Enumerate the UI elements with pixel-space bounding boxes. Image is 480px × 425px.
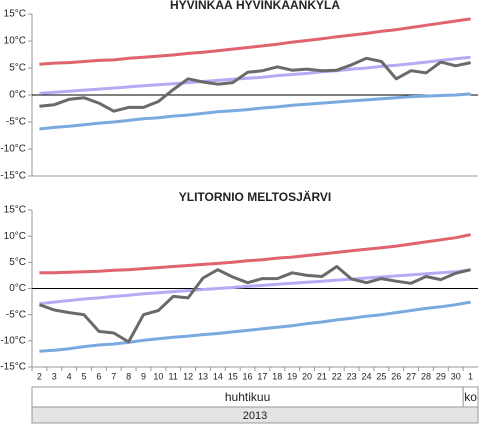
series-line — [39, 17, 471, 66]
x-tick-label: 1 — [468, 371, 473, 381]
year-label: 2013 — [243, 410, 267, 422]
x-tick-label: 24 — [361, 371, 371, 381]
x-tick-label: 9 — [141, 371, 146, 381]
y-tick-label: -10°C — [0, 144, 26, 155]
chart-title: YLITORNIO MELTOSJÄRVI — [179, 189, 331, 204]
x-tick-label: 6 — [96, 371, 101, 381]
y-tick-label: -5°C — [6, 309, 26, 320]
y-tick-label: 5°C — [9, 63, 26, 74]
x-tick-label: 25 — [376, 371, 386, 381]
chart-title: HYVINKÄÄ HYVINKÄÄNKYLÄ — [170, 0, 340, 12]
x-tick-label: 13 — [198, 371, 208, 381]
y-tick-label: 15°C — [4, 205, 26, 216]
x-tick-label: 2 — [37, 371, 42, 381]
x-tick-label: 15 — [228, 371, 238, 381]
y-tick-label: -15°C — [0, 171, 26, 182]
y-tick-label: 0°C — [9, 90, 26, 101]
x-tick-label: 11 — [169, 371, 178, 381]
y-tick-label: 15°C — [4, 9, 26, 20]
x-tick-label: 10 — [153, 371, 163, 381]
series-line — [39, 268, 471, 306]
x-tick-label: 30 — [451, 371, 461, 381]
x-tick-label: 8 — [126, 371, 131, 381]
y-tick-label: 5°C — [9, 257, 26, 268]
month-label: ko — [464, 390, 477, 404]
x-tick-label: 17 — [257, 371, 267, 381]
y-tick-label: 0°C — [9, 283, 26, 294]
x-tick-label: 12 — [183, 371, 193, 381]
series-line — [39, 300, 471, 353]
x-tick-label: 16 — [243, 371, 253, 381]
y-tick-label: -5°C — [6, 117, 26, 128]
x-tick-label: 29 — [436, 371, 446, 381]
y-tick-label: -10°C — [0, 335, 26, 346]
x-tick-label: 20 — [302, 371, 312, 381]
x-tick-label: 14 — [213, 371, 223, 381]
y-tick-label: -15°C — [0, 362, 26, 373]
year-cell — [31, 406, 479, 424]
month-label: huhtikuu — [225, 390, 270, 404]
x-tick-label: 22 — [332, 371, 342, 381]
series-line — [39, 92, 471, 131]
x-tick-label: 23 — [347, 371, 357, 381]
x-tick-label: 4 — [67, 371, 72, 381]
y-tick-label: 10°C — [4, 231, 26, 242]
x-tick-label: 19 — [287, 371, 297, 381]
x-tick-label: 26 — [391, 371, 401, 381]
x-tick-label: 5 — [82, 371, 87, 381]
x-tick-label: 21 — [317, 371, 327, 381]
x-tick-label: 3 — [52, 371, 57, 381]
x-tick-label: 28 — [421, 371, 431, 381]
series-line — [39, 55, 471, 95]
series-line — [39, 233, 471, 275]
y-tick-label: 10°C — [4, 36, 26, 47]
series-line — [39, 56, 471, 113]
x-tick-label: 18 — [272, 371, 282, 381]
x-tick-label: 27 — [406, 371, 416, 381]
series-line — [38, 265, 471, 344]
x-tick-label: 7 — [111, 371, 116, 381]
